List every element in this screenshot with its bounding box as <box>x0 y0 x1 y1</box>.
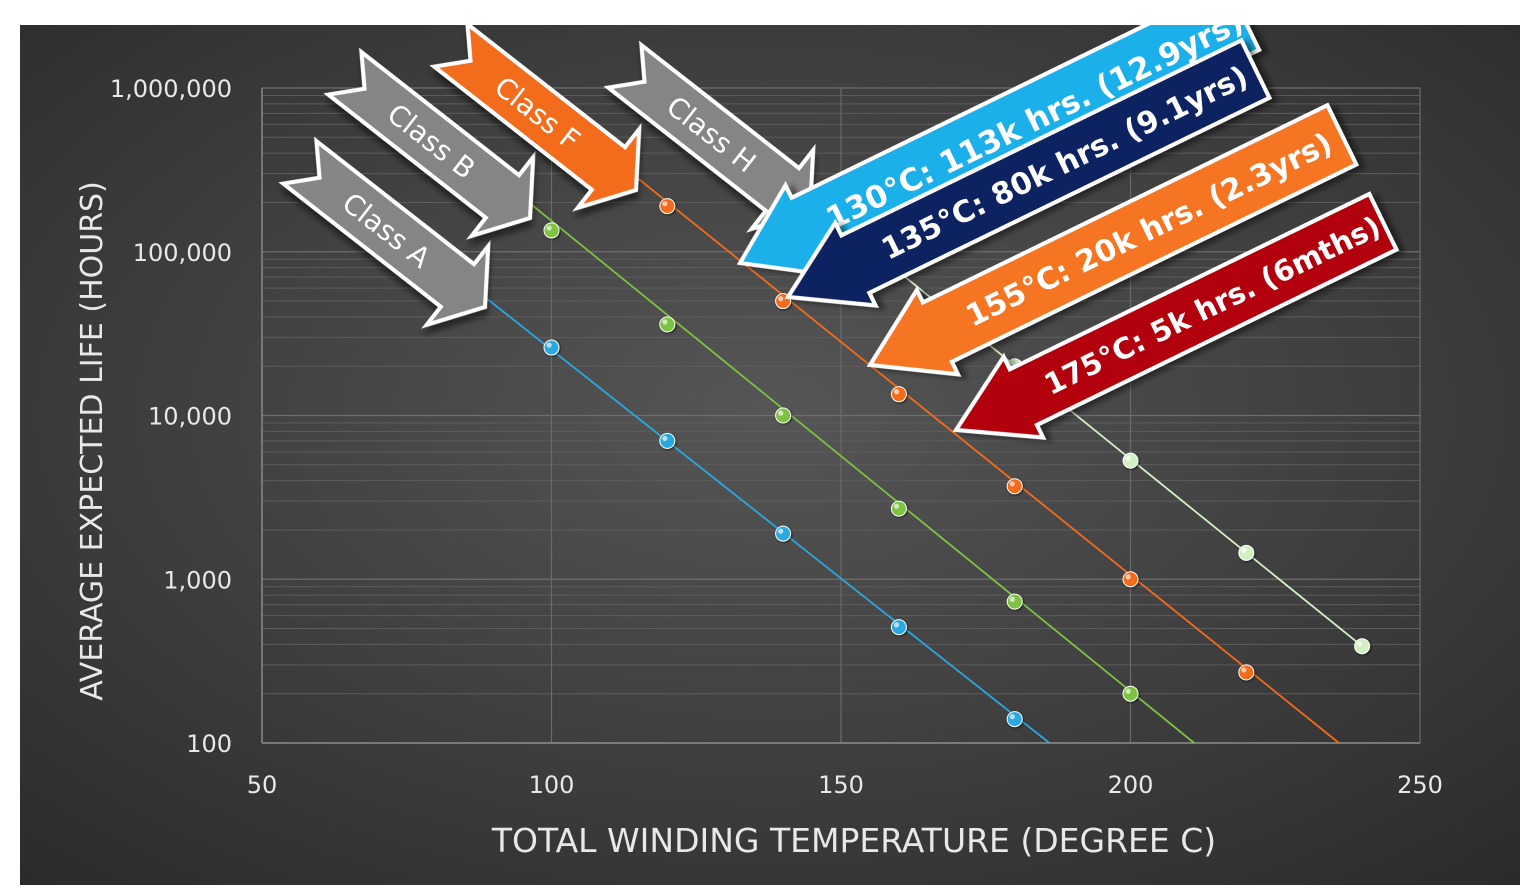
series-line-class-a <box>469 285 1050 744</box>
x-tick-label: 100 <box>529 771 575 799</box>
data-point-class-f <box>1006 478 1023 495</box>
data-point-class-b <box>659 316 676 333</box>
class-tag-class-b: Class B <box>323 47 536 240</box>
callout-shape <box>866 102 1360 377</box>
data-point-highlight <box>893 389 900 395</box>
data-point-highlight <box>546 342 552 348</box>
data-point-class-f <box>659 198 676 215</box>
y-tick-label: 100,000 <box>133 239 232 267</box>
data-point-class-b <box>890 500 907 517</box>
x-tick-label: 50 <box>247 771 278 799</box>
data-point-class-h <box>1238 544 1255 561</box>
data-point-class-h <box>1122 452 1139 469</box>
data-point-highlight <box>1125 455 1131 461</box>
data-point-class-f <box>1238 664 1255 681</box>
data-point-class-a <box>775 525 792 542</box>
x-axis-title: TOTAL WINDING TEMPERATURE (DEGREE C) <box>491 821 1216 860</box>
data-point-highlight <box>893 503 900 509</box>
data-point-highlight <box>1009 481 1015 487</box>
class-tag-shape <box>323 47 536 240</box>
axes: TOTAL WINDING TEMPERATURE (DEGREE C) AVE… <box>75 75 1443 860</box>
data-point-highlight <box>778 296 784 302</box>
data-point-class-b <box>1122 685 1139 702</box>
data-point-highlight <box>662 319 668 325</box>
data-point-highlight <box>1241 667 1247 673</box>
data-point-highlight <box>1125 688 1131 694</box>
data-point-highlight <box>1009 714 1015 720</box>
data-point-highlight <box>1241 547 1247 554</box>
data-point-highlight <box>546 225 552 231</box>
series-class-a <box>469 285 1050 744</box>
data-point-class-f <box>1122 571 1139 588</box>
data-point-class-f <box>890 386 907 403</box>
data-point-highlight <box>1125 574 1131 580</box>
data-point-class-a <box>659 432 676 449</box>
data-point-class-b <box>775 407 792 424</box>
series-class-f <box>620 164 1340 744</box>
data-point-highlight <box>893 622 900 628</box>
data-point-highlight <box>662 435 668 442</box>
class-tag-shape <box>429 19 642 212</box>
x-tick-label: 250 <box>1397 771 1443 799</box>
series-class-b <box>498 177 1195 744</box>
data-point-highlight <box>662 201 668 207</box>
chart-panel: TOTAL WINDING TEMPERATURE (DEGREE C) AVE… <box>20 0 1520 885</box>
data-point-class-a <box>543 339 560 356</box>
y-tick-label: 1,000,000 <box>110 75 232 103</box>
data-point-highlight <box>778 410 784 416</box>
y-tick-label: 100 <box>186 730 232 758</box>
y-tick-label: 10,000 <box>148 403 232 431</box>
class-tag-shape <box>278 136 491 329</box>
x-tick-label: 150 <box>818 771 864 799</box>
callout-shape <box>784 37 1273 308</box>
y-axis-title: AVERAGE EXPECTED LIFE (HOURS) <box>75 181 110 701</box>
data-point-class-b <box>543 222 560 239</box>
line-chart: TOTAL WINDING TEMPERATURE (DEGREE C) AVE… <box>20 0 1520 885</box>
data-point-highlight <box>1009 596 1015 602</box>
data-point-highlight <box>1009 361 1015 367</box>
y-tick-label: 1,000 <box>163 566 232 594</box>
class-tag-shape <box>603 40 816 233</box>
x-tick-label: 200 <box>1108 771 1154 799</box>
data-point-class-b <box>1006 593 1023 610</box>
data-point-highlight <box>778 528 784 534</box>
series-line-class-b <box>498 177 1195 744</box>
data-point-class-a <box>1006 711 1023 728</box>
data-point-class-h <box>1354 638 1371 655</box>
callout-shape <box>952 191 1400 440</box>
data-point-highlight <box>1357 641 1363 647</box>
data-point-class-a <box>890 619 907 636</box>
